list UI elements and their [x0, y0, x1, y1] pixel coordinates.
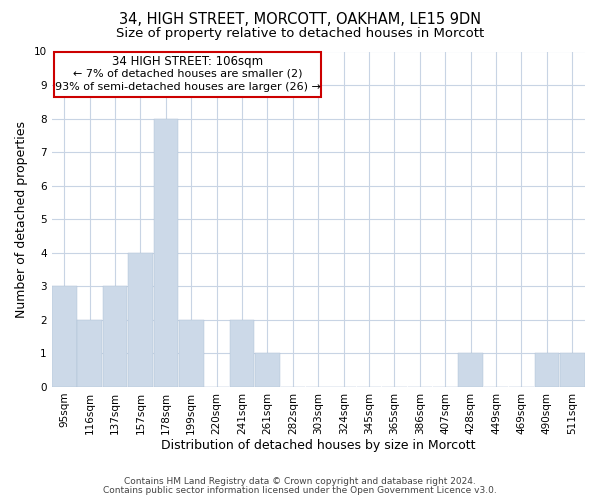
- Text: 34 HIGH STREET: 106sqm: 34 HIGH STREET: 106sqm: [112, 55, 263, 68]
- Bar: [179, 320, 203, 387]
- Text: Contains public sector information licensed under the Open Government Licence v3: Contains public sector information licen…: [103, 486, 497, 495]
- Bar: [52, 286, 77, 387]
- X-axis label: Distribution of detached houses by size in Morcott: Distribution of detached houses by size …: [161, 440, 476, 452]
- FancyBboxPatch shape: [54, 52, 321, 97]
- Bar: [154, 118, 178, 387]
- Bar: [128, 253, 153, 387]
- Text: Size of property relative to detached houses in Morcott: Size of property relative to detached ho…: [116, 28, 484, 40]
- Bar: [255, 354, 280, 387]
- Bar: [535, 354, 559, 387]
- Bar: [230, 320, 254, 387]
- Bar: [560, 354, 584, 387]
- Text: Contains HM Land Registry data © Crown copyright and database right 2024.: Contains HM Land Registry data © Crown c…: [124, 477, 476, 486]
- Bar: [77, 320, 102, 387]
- Text: 93% of semi-detached houses are larger (26) →: 93% of semi-detached houses are larger (…: [55, 82, 320, 92]
- Bar: [103, 286, 127, 387]
- Text: 34, HIGH STREET, MORCOTT, OAKHAM, LE15 9DN: 34, HIGH STREET, MORCOTT, OAKHAM, LE15 9…: [119, 12, 481, 28]
- Y-axis label: Number of detached properties: Number of detached properties: [15, 120, 28, 318]
- Bar: [458, 354, 483, 387]
- Text: ← 7% of detached houses are smaller (2): ← 7% of detached houses are smaller (2): [73, 68, 302, 78]
